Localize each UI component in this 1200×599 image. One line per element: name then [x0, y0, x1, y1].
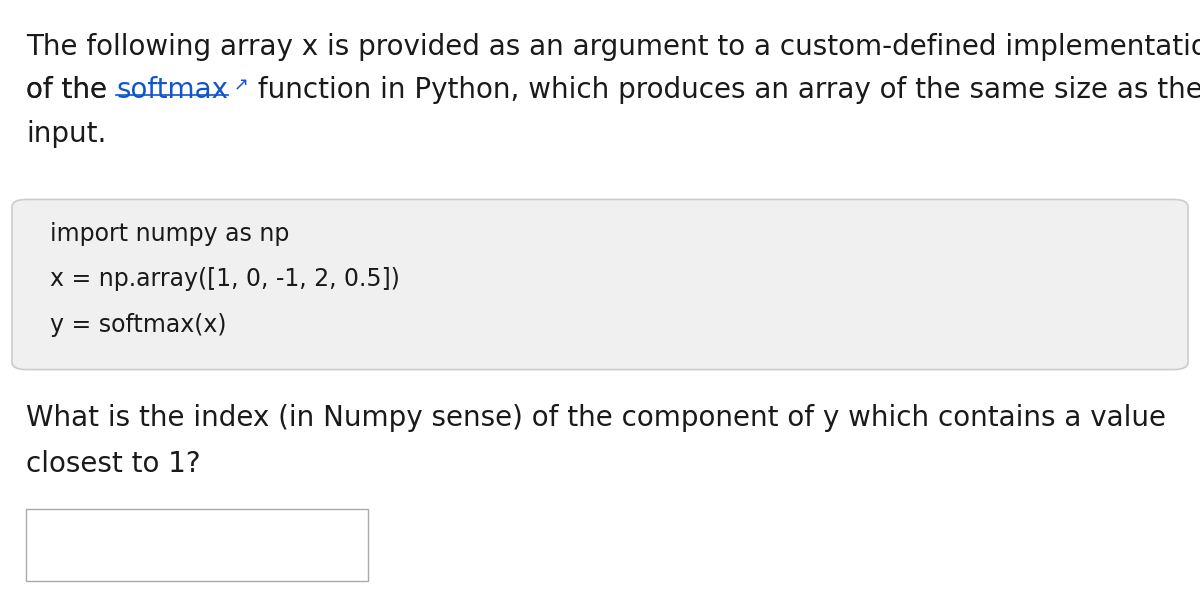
Text: x = np.array([1, 0, -1, 2, 0.5]): x = np.array([1, 0, -1, 2, 0.5]) — [50, 267, 401, 291]
FancyBboxPatch shape — [26, 509, 368, 581]
Text: What is the index (in Numpy sense) of the component of y which contains a value: What is the index (in Numpy sense) of th… — [26, 404, 1166, 432]
Text: ↗: ↗ — [228, 76, 250, 94]
Text: softmax: softmax — [116, 76, 228, 104]
Text: of the: of the — [26, 76, 116, 104]
Text: function in Python, which produces an array of the same size as the: function in Python, which produces an ar… — [250, 76, 1200, 104]
Text: closest to 1?: closest to 1? — [26, 450, 202, 479]
Text: of the: of the — [26, 76, 116, 104]
Text: y = softmax(x): y = softmax(x) — [50, 313, 227, 337]
FancyBboxPatch shape — [12, 199, 1188, 370]
Text: import numpy as np: import numpy as np — [50, 222, 289, 246]
Text: The following array x is provided as an argument to a custom-defined implementat: The following array x is provided as an … — [26, 33, 1200, 61]
Text: input.: input. — [26, 120, 107, 148]
